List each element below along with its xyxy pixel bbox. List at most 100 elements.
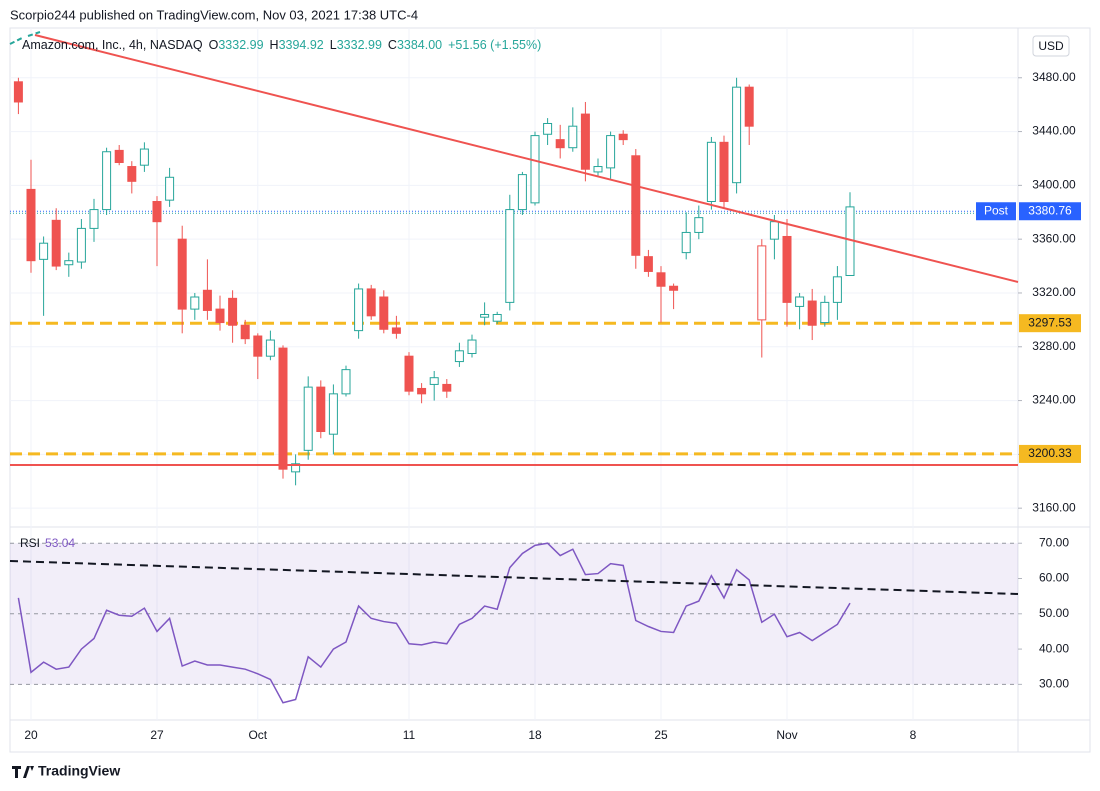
candle-body [354,288,364,332]
rsi-line [17,542,851,704]
candle-body [631,155,641,256]
legend-item: H [270,38,279,52]
candle-body [429,377,439,385]
candle-body [139,148,149,166]
y-tick-label: 3400.00 [1032,178,1076,192]
legend-item: 53.04 [45,536,75,550]
candle-body [732,86,742,184]
level-label-box [1019,314,1081,333]
candle-body [341,369,351,395]
candle-body [278,347,288,470]
x-tick-label: Oct [248,728,267,742]
candle-body [102,151,112,211]
marks [10,77,1018,704]
y-tick-label: 3360.00 [1032,231,1076,245]
candle-body [202,289,212,311]
x-tick-label: Nov [776,728,797,742]
candle-body [706,141,716,203]
rsi-tick-label: 50.00 [1039,606,1069,620]
candle-body [807,300,817,326]
post-price-box [1019,202,1081,221]
candle-body [618,133,628,141]
candle-body [291,463,301,473]
rsi-legend: RSI 53.04 [20,536,75,550]
axes: 2027Oct111825Nov83160.003200.003240.0032… [24,70,1081,742]
legend-item: O [209,38,219,52]
candle-body [530,135,540,204]
candle-body [417,387,427,395]
candle-body [454,350,464,363]
candle-body [593,166,603,173]
level-label-box [1019,444,1081,463]
candle-body [240,324,250,340]
chart-frame [9,27,1091,753]
candle-body [442,383,452,392]
x-tick-label: 8 [910,728,917,742]
rsi-tick-label: 70.00 [1039,535,1069,549]
candle-body [782,235,792,303]
candle-body [492,313,502,322]
y-tick-label: 3480.00 [1032,70,1076,84]
candle-body [832,276,842,303]
candle-body [820,301,830,324]
candle-body [480,313,490,318]
candle-body [316,386,326,433]
legend-item: 3384.00 [397,38,442,52]
candle-body [190,296,200,310]
legend-item: C [388,38,397,52]
drawing-fragment [9,31,41,45]
candle-body [152,201,162,223]
candle-body [719,141,729,203]
post-price: 3380.76 [1028,203,1072,217]
candle-body [467,339,477,354]
legend-item: 3394.92 [279,38,324,52]
legend-item: +51.56 (+1.55%) [448,38,541,52]
candle-body [795,296,805,307]
candle-body [568,125,578,149]
candle-body [643,256,653,272]
candle-body [64,260,74,266]
candle-body [744,86,754,127]
candle-body [328,393,338,435]
candle-body [580,113,590,170]
trend-line [34,34,1019,283]
logo [12,766,34,778]
candle-body [606,135,616,169]
candle-body [51,219,61,267]
y-tick-label: 3320.00 [1032,285,1076,299]
rsi-tick-label: 60.00 [1039,571,1069,585]
legend-item: Amazon.com, Inc., 4h, NASDAQ [22,38,203,52]
legend-item: 3332.99 [337,38,382,52]
candle-body [265,339,275,357]
candle-body [404,355,414,392]
candle-body [757,245,767,321]
candle-body [769,221,779,240]
rsi-tick-label: 30.00 [1039,677,1069,691]
candle-body [228,297,238,326]
candle-body [555,139,565,149]
y-tick-label: 3160.00 [1032,500,1076,514]
post-label: Post [984,203,1009,217]
level-label: 3200.33 [1028,446,1072,460]
candle-body [681,231,691,254]
candle-body [253,335,263,357]
candle-body [76,227,86,263]
post-box [976,202,1016,221]
y-tick-label: 3440.00 [1032,124,1076,138]
currency-button[interactable] [1032,35,1070,57]
level-label: 3297.53 [1028,315,1072,329]
x-tick-label: 25 [654,728,668,742]
candle-body [505,209,515,303]
y-tick-label: 3280.00 [1032,339,1076,353]
currency[interactable]: USD [1038,39,1064,53]
candle-body [89,209,99,229]
candle-body [379,296,389,330]
candle-body [517,174,527,211]
candle-body [303,386,313,451]
candle-body [543,122,553,135]
candle-body [215,308,225,324]
rsi-tick-label: 40.00 [1039,641,1069,655]
legend-item: 3332.99 [218,38,263,52]
candle-body [39,242,49,260]
